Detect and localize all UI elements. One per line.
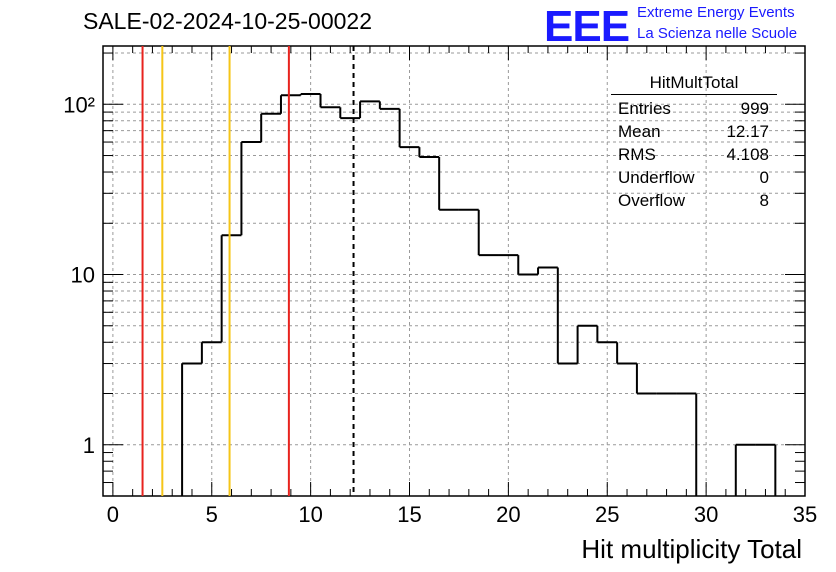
y-tick-label: 10² (63, 92, 95, 117)
stats-label: Underflow (618, 168, 695, 187)
stats-label: Mean (618, 122, 661, 141)
stats-row-underflow: Underflow 0 (611, 166, 777, 189)
plot-frame (102, 45, 806, 497)
x-axis-label: Hit multiplicity Total (581, 534, 802, 564)
eee-logo: EEE (544, 2, 630, 51)
stats-row-mean: Mean 12.17 (611, 120, 777, 143)
stats-box: HitMultTotal Entries 999 Mean 12.17 RMS … (611, 73, 777, 212)
stats-value: 0 (759, 168, 769, 187)
x-tick-label: 20 (496, 502, 520, 527)
chart-title: SALE-02-2024-10-25-00022 (83, 8, 372, 34)
stats-value: 8 (759, 191, 769, 210)
x-tick-label: 35 (793, 502, 817, 527)
stats-label: Entries (618, 99, 671, 118)
y-tick-label: 1 (83, 433, 95, 458)
stats-row-entries: Entries 999 (611, 97, 777, 120)
logo-line-2: La Scienza nelle Scuole (637, 25, 798, 42)
logo-line-1: Extreme Energy Events (637, 4, 795, 21)
y-tick-label: 10 (71, 263, 95, 288)
x-tick-label: 15 (397, 502, 421, 527)
stats-label: RMS (618, 145, 656, 164)
x-tick-label: 5 (206, 502, 218, 527)
x-tick-label: 25 (595, 502, 619, 527)
stats-row-overflow: Overflow 8 (611, 189, 777, 212)
x-tick-label: 0 (107, 502, 119, 527)
stats-value: 12.17 (726, 122, 769, 141)
stats-value: 4.108 (726, 145, 769, 164)
stats-label: Overflow (618, 191, 686, 210)
x-tick-label: 30 (694, 502, 718, 527)
stats-value: 999 (740, 99, 769, 118)
stats-title: HitMultTotal (611, 73, 777, 95)
x-tick-label: 10 (298, 502, 322, 527)
stats-row-rms: RMS 4.108 (611, 143, 777, 166)
